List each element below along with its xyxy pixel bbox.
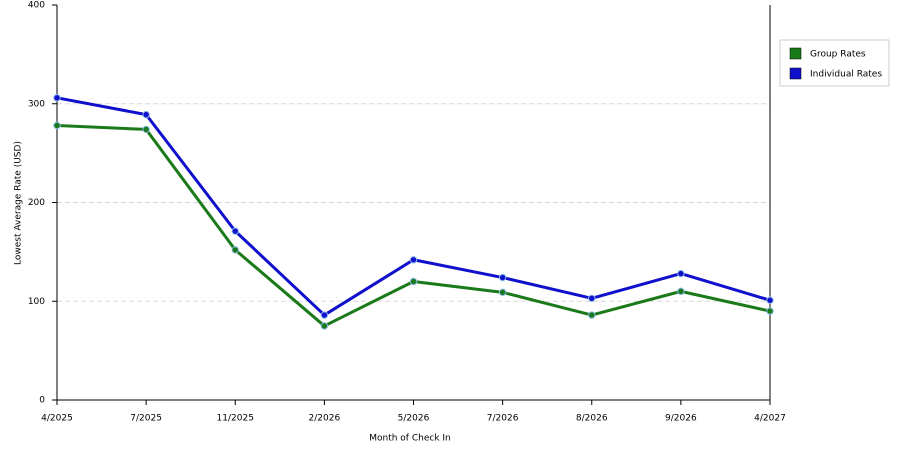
x-tick-label: 5/2026	[398, 414, 430, 424]
x-tick-label: 4/2027	[754, 414, 786, 424]
x-tick-label: 7/2025	[130, 414, 162, 424]
data-point	[498, 288, 507, 297]
legend-swatch	[789, 47, 802, 60]
data-point	[320, 311, 329, 319]
data-point	[142, 110, 150, 119]
data-point	[142, 125, 150, 134]
y-axis-label: Lowest Average Rate (USD)	[14, 141, 24, 265]
series-line	[56, 123, 771, 328]
data-point	[677, 287, 685, 296]
x-tick-label: 4/2025	[41, 414, 73, 424]
data-point	[320, 322, 329, 330]
data-point	[409, 256, 418, 264]
x-tick-label: 7/2026	[487, 414, 519, 424]
data-point	[409, 277, 418, 286]
legend-label: Individual Rates	[810, 70, 882, 80]
y-tick-label: 100	[28, 297, 45, 307]
legend-label: Group Rates	[810, 50, 866, 60]
y-tick-label: 200	[28, 198, 45, 208]
data-point	[498, 273, 507, 282]
data-point	[53, 94, 61, 102]
data-point	[677, 269, 685, 278]
data-point	[588, 294, 596, 302]
data-point	[53, 121, 61, 130]
data-point	[231, 227, 239, 235]
y-tick-label: 0	[39, 396, 45, 406]
y-tick-label: 400	[28, 1, 45, 11]
x-tick-label: 9/2026	[665, 414, 697, 424]
x-axis-label: Month of Check In	[369, 434, 451, 444]
data-point	[231, 246, 239, 254]
y-tick-label: 300	[28, 99, 45, 109]
x-tick-label: 2/2026	[309, 414, 341, 424]
legend-swatch	[789, 67, 802, 80]
x-tick-label: 8/2026	[576, 414, 608, 424]
data-point	[766, 296, 774, 304]
data-point	[766, 307, 774, 315]
x-tick-label: 11/2025	[217, 414, 254, 424]
data-point	[588, 311, 596, 319]
